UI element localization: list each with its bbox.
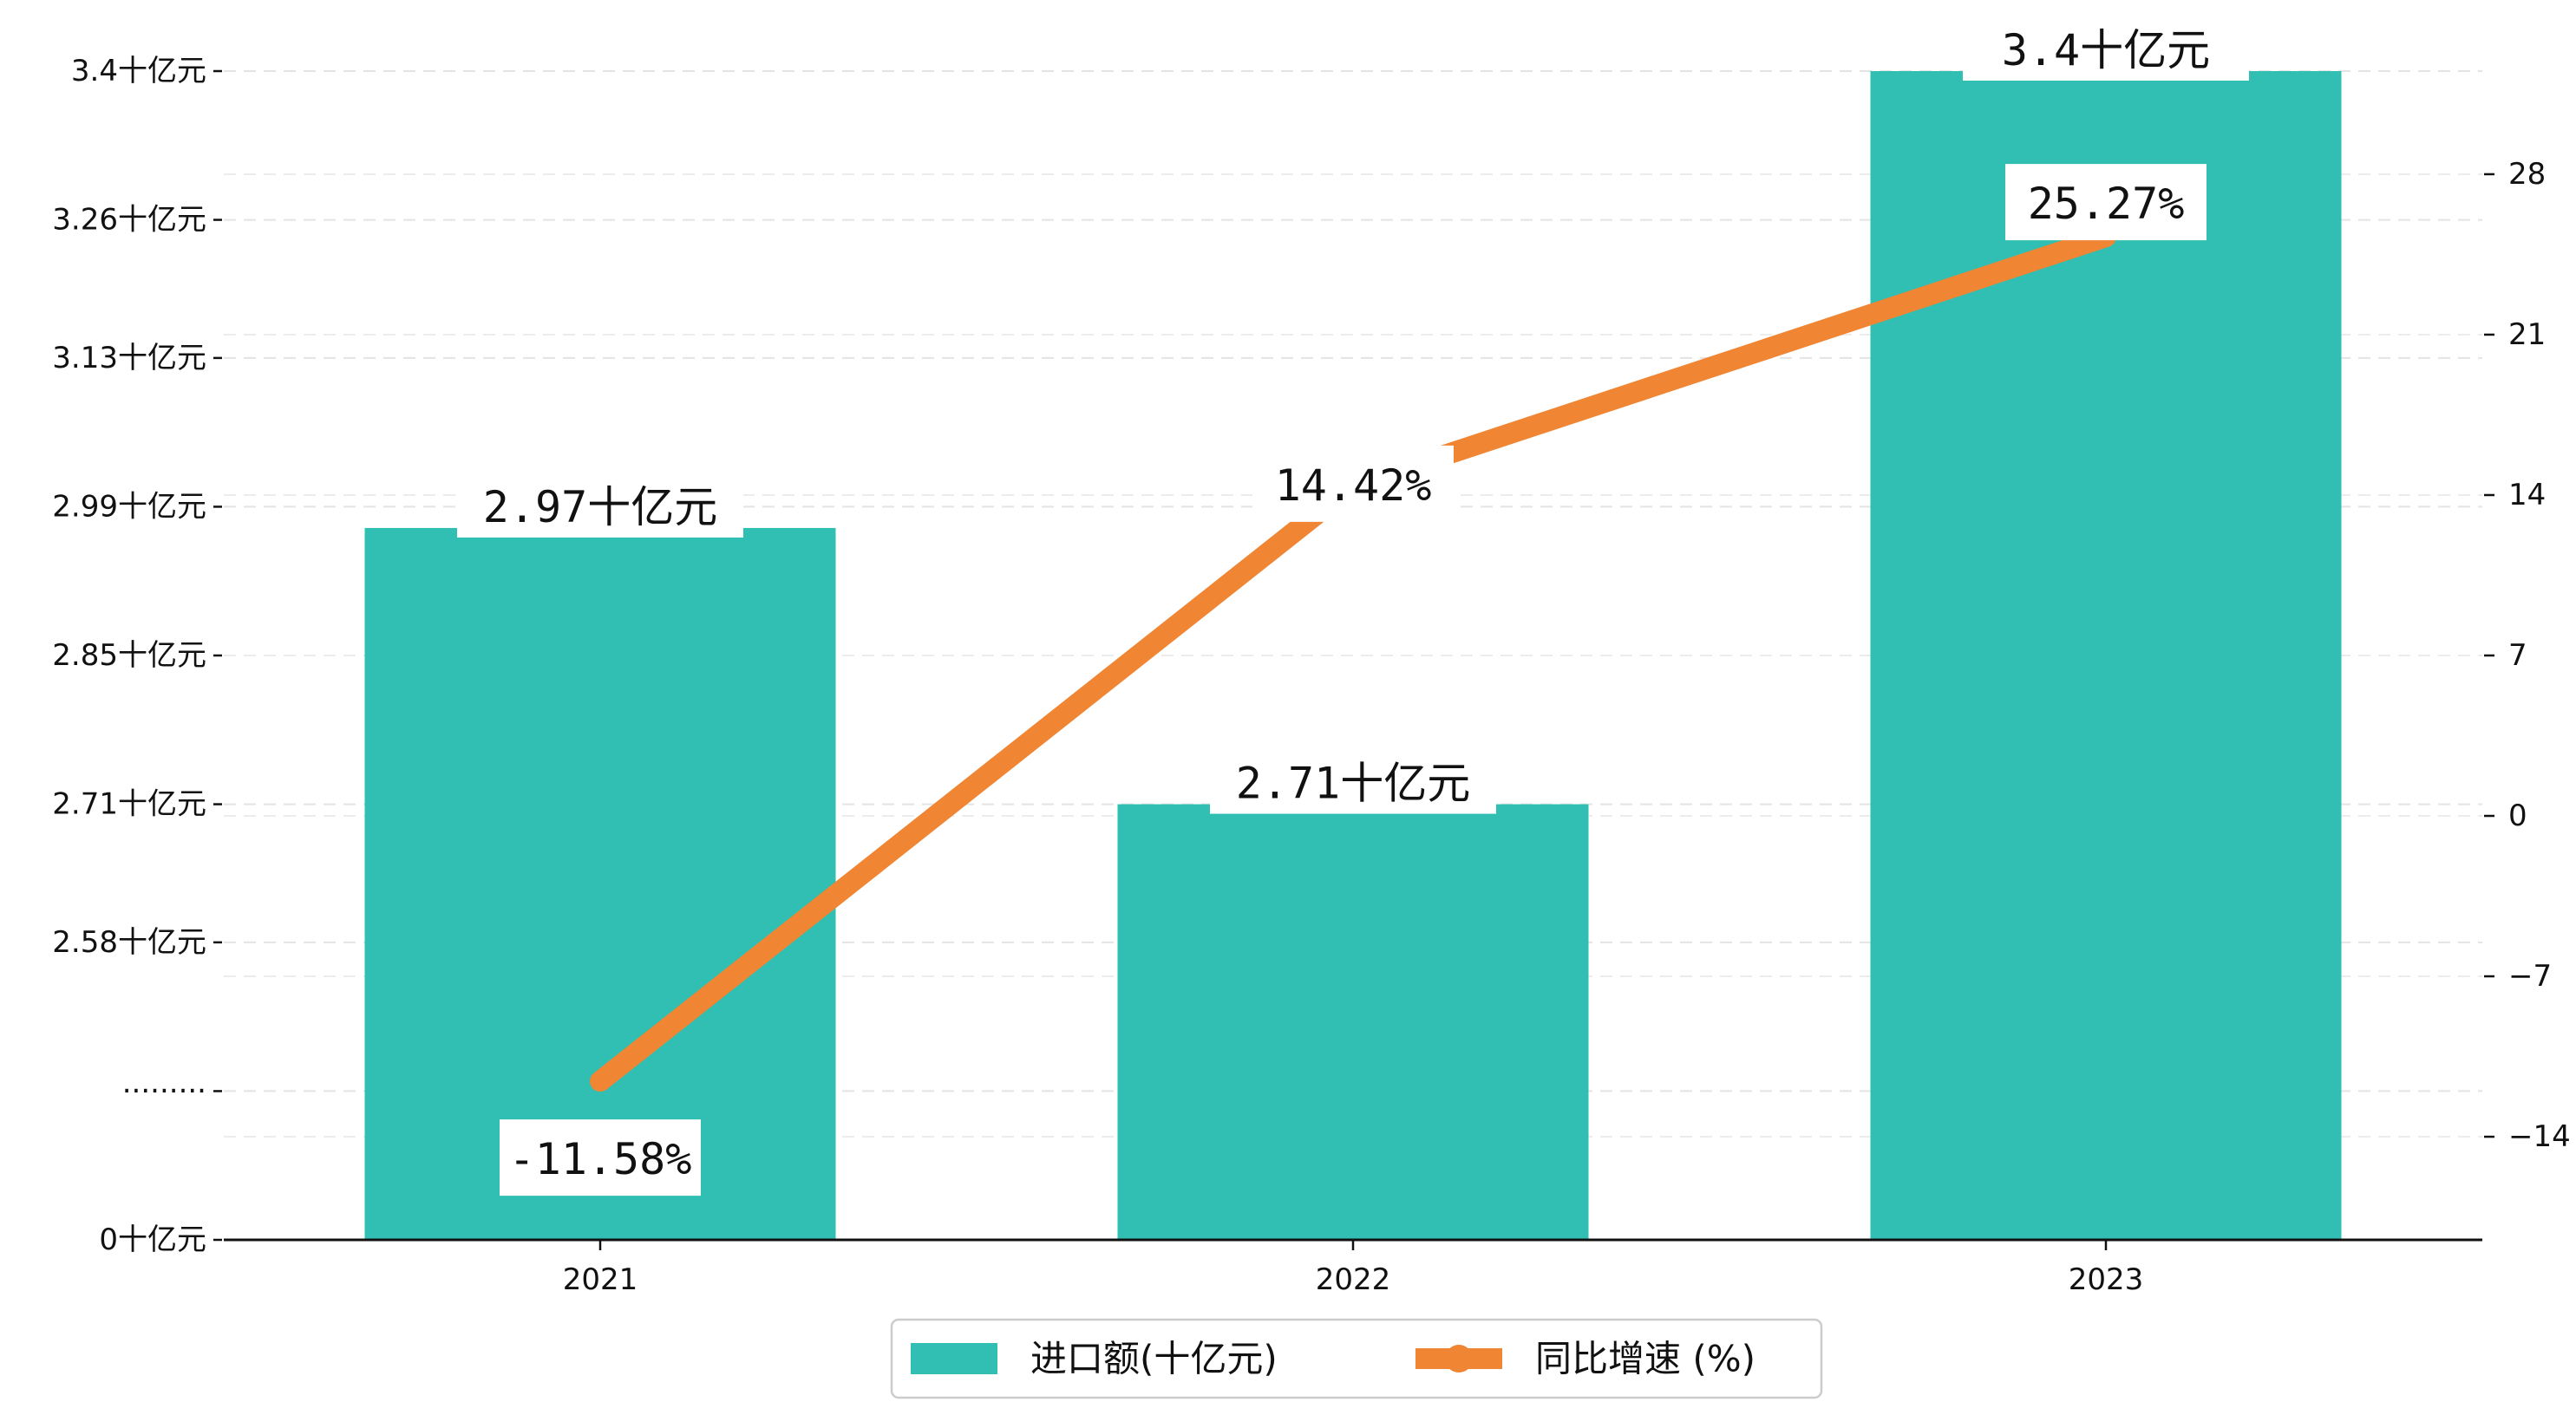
- line-label-2022-box: [1252, 445, 1454, 522]
- bar-2022: [1117, 804, 1589, 1240]
- legend-label-line: 同比增速 (%): [1535, 1338, 1755, 1380]
- bar-label-2022-box: [1210, 749, 1496, 814]
- right-tick-label-4: 0: [2508, 799, 2527, 833]
- line-label-2022: 14.42%: [1252, 445, 1454, 522]
- line-label-2021: -11.58%: [500, 1119, 701, 1197]
- bar-label-2021: 2.97十亿元: [457, 473, 743, 538]
- x-tick-label-2022: 2022: [1316, 1262, 1391, 1297]
- line-label-2021-box: [500, 1119, 701, 1197]
- line-label-2023-box: [2005, 164, 2207, 241]
- left-tick-label-6: 2.58十亿元: [52, 925, 206, 960]
- legend-box: [890, 1318, 1823, 1399]
- left-tick-label-5: 2.71十亿元: [52, 787, 206, 822]
- line-label-2023-text: 25.27%: [2028, 179, 2185, 229]
- line-label-2023: 25.27%: [2005, 164, 2207, 241]
- legend-swatch-marker: [1445, 1345, 1473, 1373]
- bar-label-2022: 2.71十亿元: [1210, 749, 1496, 814]
- left-tick-label-2: 3.13十亿元: [52, 341, 206, 375]
- x-tick-label-2023: 2023: [2069, 1262, 2144, 1297]
- right-tick-label-6: −14: [2508, 1119, 2571, 1154]
- bars: [364, 71, 2342, 1240]
- bar-label-2023-box: [1963, 16, 2249, 81]
- left-tick-label-4: 2.85十亿元: [52, 638, 206, 673]
- legend: 进口额(十亿元) 同比增速 (%): [890, 1318, 1823, 1399]
- left-tick-label-1: 3.26十亿元: [52, 203, 206, 238]
- bar-label-2022-text: 2.71十亿元: [1236, 759, 1470, 809]
- right-tick-label-5: −7: [2508, 959, 2552, 994]
- legend-label-bar: 进口额(十亿元): [1030, 1338, 1278, 1380]
- left-tick-label-8: 0十亿元: [99, 1223, 206, 1257]
- data-labels: 2.97十亿元 2.71十亿元 3.4十亿元 -11.58% 14.42% 25.27%: [457, 16, 2249, 1197]
- growth-point-2021: [590, 1071, 611, 1092]
- right-tick-label-2: 14: [2508, 478, 2546, 512]
- right-tick-label-0: 28: [2508, 157, 2546, 192]
- line-label-2022-text: 14.42%: [1275, 460, 1432, 511]
- left-tick-label-7: ·········: [122, 1073, 206, 1108]
- x-tick-label-2021: 2021: [563, 1262, 638, 1297]
- legend-swatch-bar: [911, 1343, 997, 1374]
- bar-2023: [1870, 71, 2342, 1240]
- bar-label-2021-text: 2.97十亿元: [483, 482, 717, 532]
- bar-label-2023-text: 3.4十亿元: [2002, 25, 2210, 75]
- bar-label-2021-box: [457, 473, 743, 538]
- left-tick-label-0: 3.4十亿元: [71, 54, 206, 88]
- line-label-2021-text: -11.58%: [509, 1134, 692, 1184]
- axes: 3.4十亿元 3.26十亿元 3.13十亿元 2.99十亿元 2.85十亿元 2.71十亿…: [52, 54, 2570, 1297]
- right-tick-label-1: 21: [2508, 317, 2546, 352]
- right-tick-label-3: 7: [2508, 638, 2527, 673]
- left-tick-label-3: 2.99十亿元: [52, 489, 206, 524]
- bar-label-2023: 3.4十亿元: [1963, 16, 2249, 81]
